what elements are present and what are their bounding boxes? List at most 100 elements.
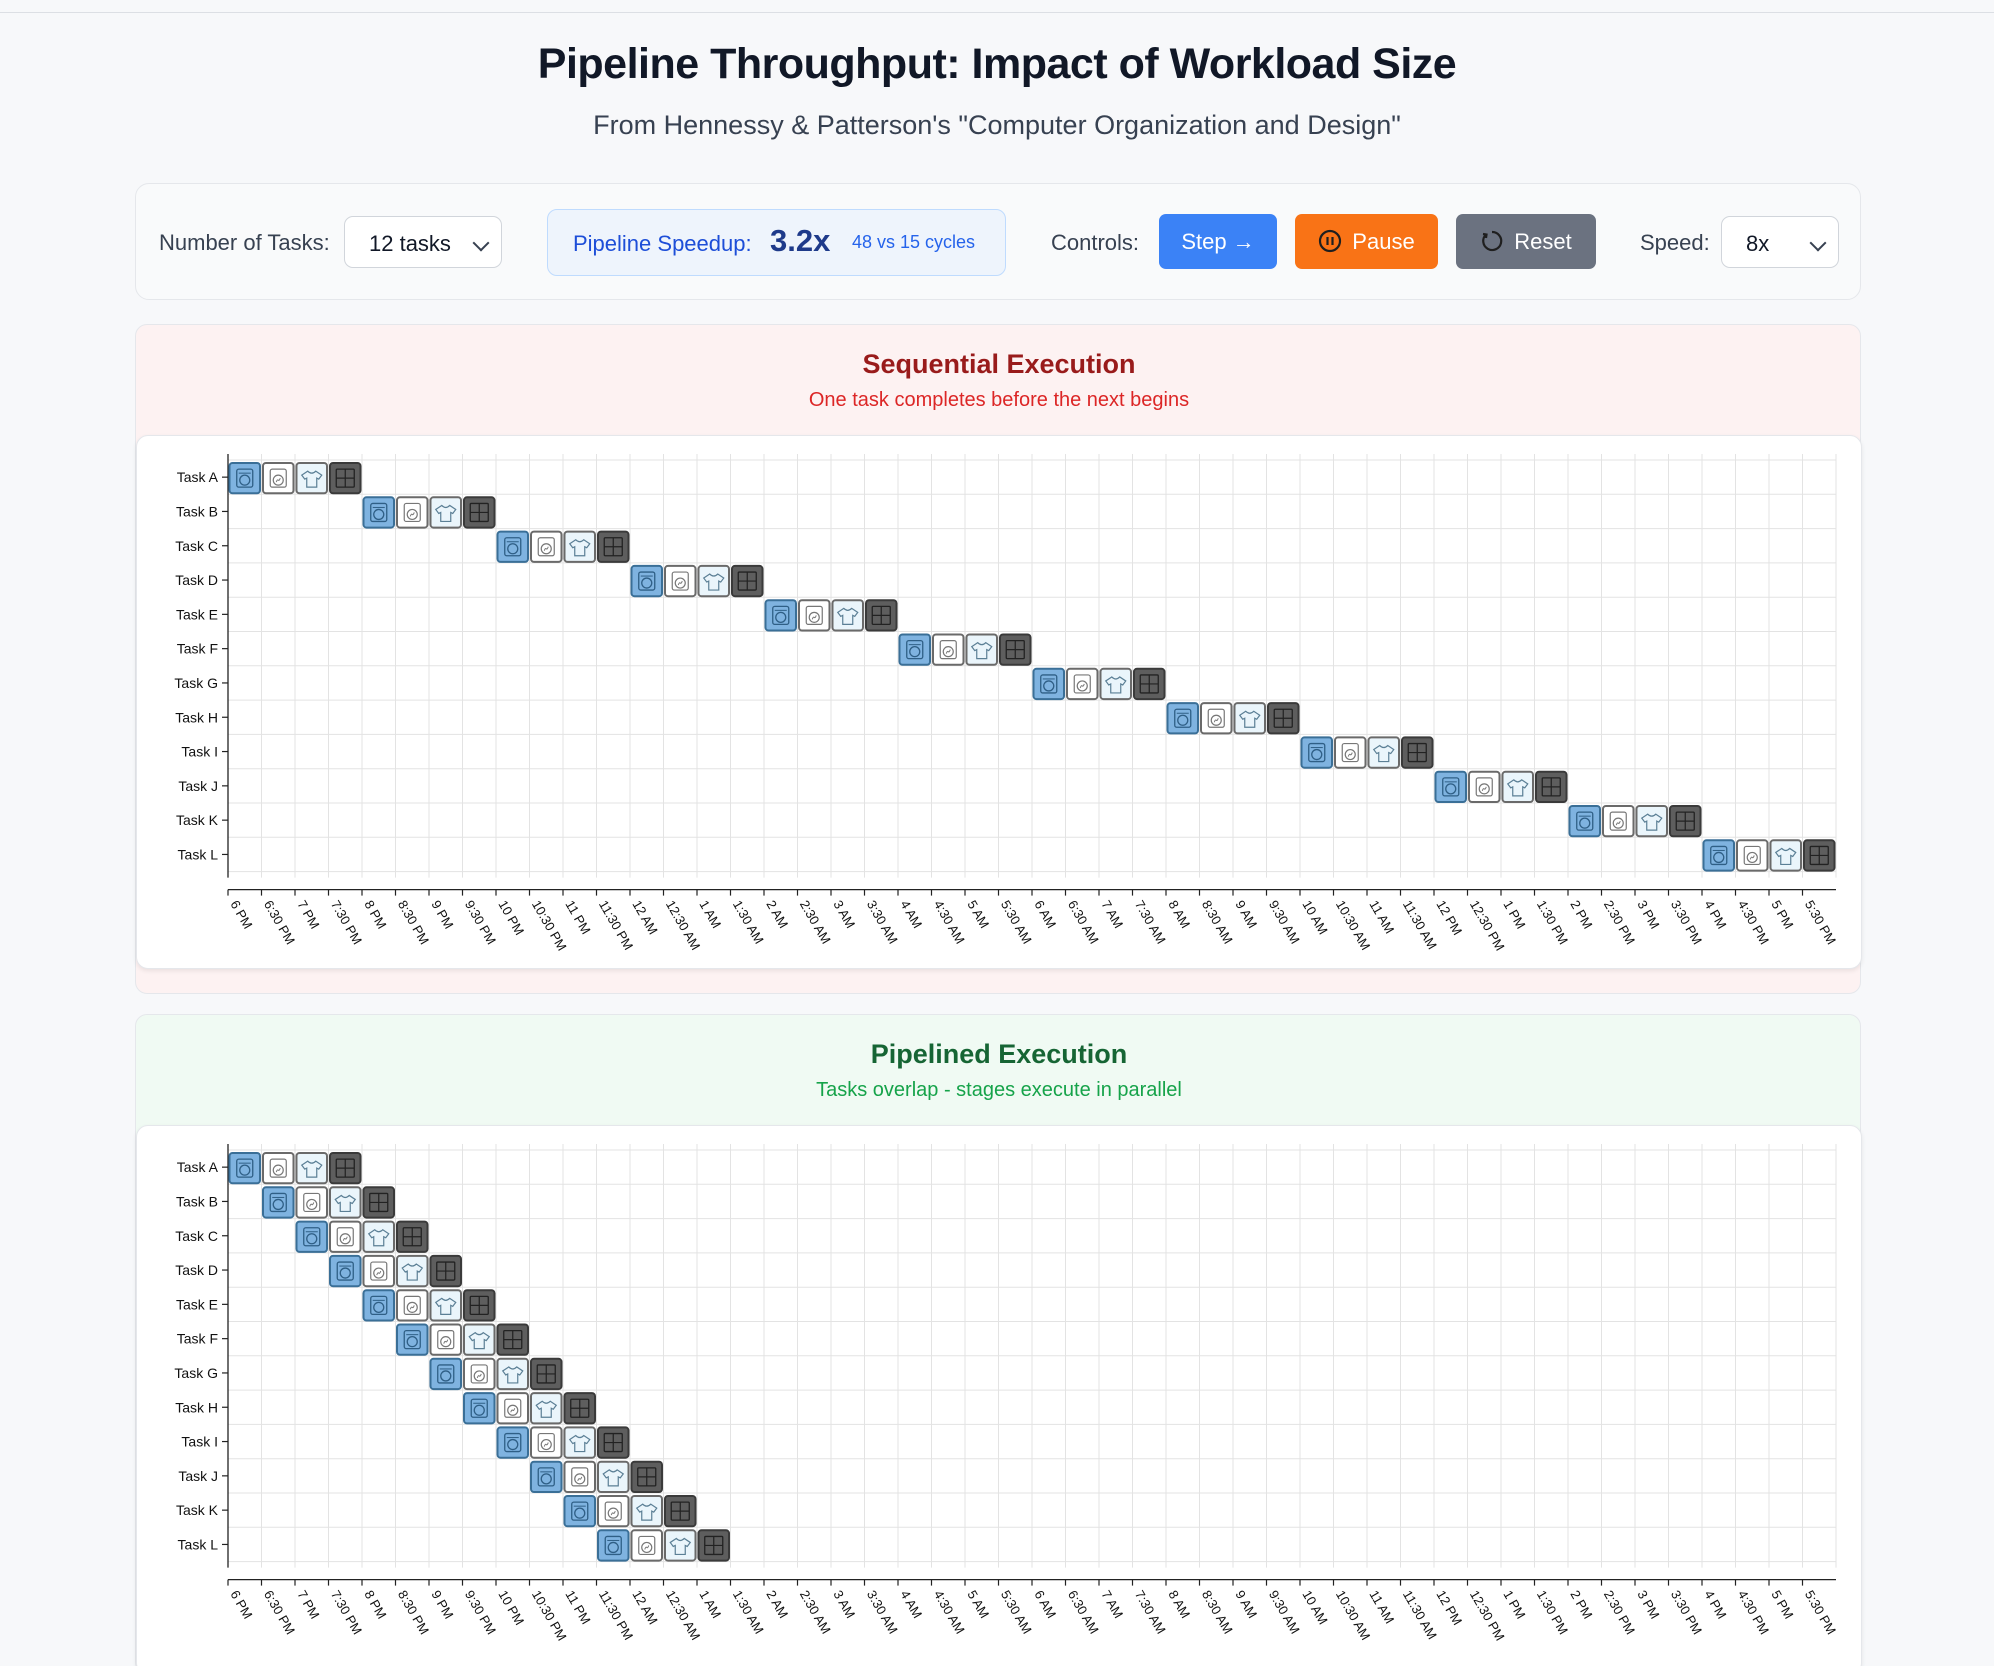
stage-block-fold [496,1357,529,1391]
speedup-value: 3.2x [770,223,831,258]
speedup-label: Pipeline Speedup: [573,231,752,256]
washer-icon [1308,742,1326,763]
stage-block-wash [496,530,529,563]
shirt-icon [300,1160,323,1178]
page-title: Pipeline Throughput: Impact of Workload … [537,40,1457,88]
shirt-icon [334,1194,357,1213]
x-tick-label: 3 PM [1634,898,1662,932]
dryer-icon [504,1398,522,1418]
x-tick-label: 4 PM [1701,898,1729,932]
speed-select[interactable]: 8x [1721,216,1839,268]
x-tick-label: 5:30 PM [1802,1588,1839,1637]
stage-block-dry [496,1392,529,1425]
x-tick-label: 2 PM [1567,1588,1595,1622]
stage-block-store [865,599,898,632]
x-tick-label: 1:30 PM [1534,1588,1571,1637]
shirt-icon [468,1331,491,1350]
x-tick-label: 4 AM [897,898,925,931]
x-tick-label: 10 PM [495,898,527,938]
step-button[interactable]: Step → [1159,214,1277,269]
stage-block-dry [396,496,429,529]
stage-block-dry [262,1152,295,1185]
x-tick-label: 6 AM [1031,1588,1059,1621]
washer-icon [236,1158,254,1178]
task-label: Task L [178,1536,219,1552]
washer-icon [1576,811,1594,831]
x-tick-label: 1 AM [696,1588,724,1621]
washer-icon [403,1329,421,1350]
x-tick-label: 6 AM [1031,898,1059,931]
stage-block-wash [362,1289,395,1322]
x-tick-label: 10 PM [495,1588,527,1628]
stage-block-store [563,1392,596,1425]
dryer-icon [1341,742,1359,763]
dryer-icon [437,1330,455,1350]
dryer-icon [403,502,421,523]
x-tick-label: 12 PM [1433,1588,1465,1628]
x-tick-label: 9:30 PM [462,898,499,947]
shirt-icon [602,1469,625,1487]
x-tick-label: 2:30 PM [1601,898,1638,947]
task-label: Task K [176,812,219,828]
x-tick-label: 10 AM [1299,1588,1330,1627]
cabinet-icon [335,468,355,488]
shirt-icon [367,1228,390,1247]
stage-block-wash [1300,736,1333,769]
dryer-icon [939,640,957,660]
x-tick-label: 9 AM [1232,1588,1260,1621]
stage-block-dry [1736,839,1769,872]
x-tick-label: 5:30 AM [998,1588,1035,1637]
x-tick-label: 6 PM [227,898,255,932]
stage-block-wash [496,1426,529,1459]
dryer-icon [1743,845,1761,866]
stage-block-dry [1200,702,1233,735]
stage-block-store [731,564,764,598]
pause-button[interactable]: Pause [1295,214,1438,269]
stage-block-dry [262,462,295,495]
stage-block-wash [396,1323,429,1356]
stage-block-dry [1334,736,1367,769]
dryer-icon [537,537,555,557]
stage-block-dry [295,1186,328,1219]
x-tick-label: 3 PM [1634,1588,1662,1622]
stage-block-store [1669,805,1702,838]
tasks-select-value: 12 tasks [369,231,451,256]
stage-block-fold [1501,770,1534,804]
stage-block-dry [329,1220,362,1253]
x-tick-label: 7 PM [294,898,322,932]
x-tick-label: 6:30 AM [1065,898,1102,947]
washer-icon [772,605,790,626]
task-label: Task K [176,1502,219,1518]
x-tick-label: 7:30 AM [1132,898,1169,947]
x-tick-label: 1:30 AM [730,1588,767,1637]
shirt-icon [669,1537,692,1556]
x-tick-label: 3:30 AM [864,1588,901,1637]
x-tick-label: 9 AM [1232,898,1260,931]
task-label: Task D [175,572,218,588]
washer-icon [504,537,522,557]
x-tick-label: 4 PM [1701,1588,1729,1622]
x-tick-label: 1:30 PM [1534,898,1571,947]
x-tick-label: 12 AM [629,898,660,937]
stage-block-store [999,633,1032,666]
cabinet-icon [469,502,489,523]
tasks-select[interactable]: 12 tasks [344,216,502,268]
washer-icon [303,1227,321,1247]
task-label: Task G [174,1365,218,1381]
shirt-icon [1104,676,1127,694]
x-tick-label: 5 PM [1768,898,1796,932]
cabinet-icon [871,605,891,626]
x-tick-label: 8:30 AM [1199,1588,1236,1637]
stage-block-fold [1635,805,1668,838]
x-tick-label: 11 PM [562,898,593,937]
x-tick-label: 9 PM [428,1588,456,1622]
stage-block-wash [295,1220,328,1253]
x-tick-label: 4 AM [897,1588,925,1621]
shirt-icon [1774,847,1797,866]
reset-button[interactable]: Reset [1456,214,1596,269]
cabinet-icon [436,1261,456,1281]
stage-block-wash [530,1460,563,1494]
dryer-icon [671,571,689,591]
shirt-icon [702,573,725,591]
washer-icon [504,1432,522,1453]
